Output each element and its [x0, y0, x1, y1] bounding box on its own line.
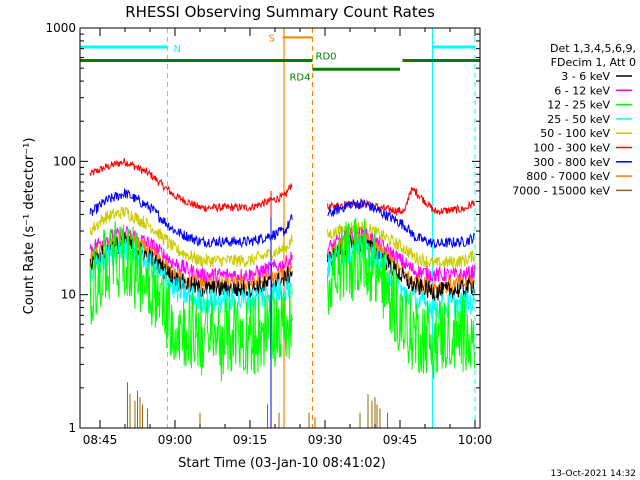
- x-tick-label-2: 09:15: [233, 433, 268, 447]
- series-7-segment-0: [89, 220, 293, 382]
- legend-header-decimation: FDecim 1, Att 0: [551, 56, 636, 69]
- x-tick-label-0: 08:45: [83, 433, 118, 447]
- night-label: N: [174, 44, 181, 55]
- rd4-label: RD4: [289, 72, 310, 83]
- series-0-segment-0: [89, 157, 293, 214]
- axes-layer: 1 10 100 1000 08:45 09:00 09:15 09:30 09:45 10:00: [45, 21, 492, 447]
- x-tick-label-5: 10:00: [458, 433, 493, 447]
- y-tick-label-1: 10: [61, 288, 76, 302]
- x-tick-label-3: 09:30: [308, 433, 343, 447]
- legend-label-0: 3 - 6 keV: [561, 70, 610, 83]
- date-stamp: 13-Oct-2021 14:32: [551, 469, 636, 479]
- plot-frame: [79, 27, 481, 429]
- series-1-segment-0: [89, 188, 293, 249]
- legend: Det 1,3,4,5,6,9,FDecim 1, Att 03 - 6 keV…: [512, 42, 636, 197]
- y-tick-label-3: 1000: [45, 21, 76, 35]
- x-tick-label-4: 09:45: [383, 433, 418, 447]
- legend-header-detectors: Det 1,3,4,5,6,9,: [550, 42, 636, 55]
- series-layer: [89, 157, 475, 428]
- series-2-segment-1: [327, 220, 475, 269]
- legend-label-8: 7000 - 15000 keV: [512, 184, 610, 197]
- chart-title: RHESSI Observing Summary Count Rates: [125, 3, 435, 21]
- series-0-segment-1: [327, 187, 475, 217]
- series-2-segment-0: [89, 205, 293, 268]
- x-axis-label: Start Time (03-Jan-10 08:41:02): [178, 456, 386, 471]
- y-tick-label-0: 1: [68, 421, 76, 435]
- saa-label: S: [269, 33, 275, 44]
- x-tick-label-1: 09:00: [158, 433, 193, 447]
- legend-label-2: 12 - 25 keV: [547, 99, 610, 112]
- legend-label-6: 300 - 800 keV: [533, 156, 610, 169]
- series-1-segment-1: [327, 198, 475, 249]
- y-tick-label-2: 100: [53, 154, 76, 168]
- legend-label-7: 800 - 7000 keV: [526, 170, 610, 183]
- legend-label-1: 6 - 12 keV: [554, 84, 610, 97]
- rd0-label: RD0: [316, 52, 337, 63]
- series-3-segment-1: [327, 227, 475, 284]
- series-7-segment-1: [327, 217, 475, 380]
- series-4-segment-1: [327, 230, 475, 295]
- series-6-segment-0: [89, 235, 293, 315]
- legend-label-5: 100 - 300 keV: [533, 142, 610, 155]
- annotation-layer: N S RD0 RD4: [79, 28, 480, 428]
- y-axis-label: Count Rate (s⁻¹ detector⁻¹): [22, 138, 37, 315]
- legend-label-4: 50 - 100 keV: [540, 127, 610, 140]
- legend-label-3: 25 - 50 keV: [547, 113, 610, 126]
